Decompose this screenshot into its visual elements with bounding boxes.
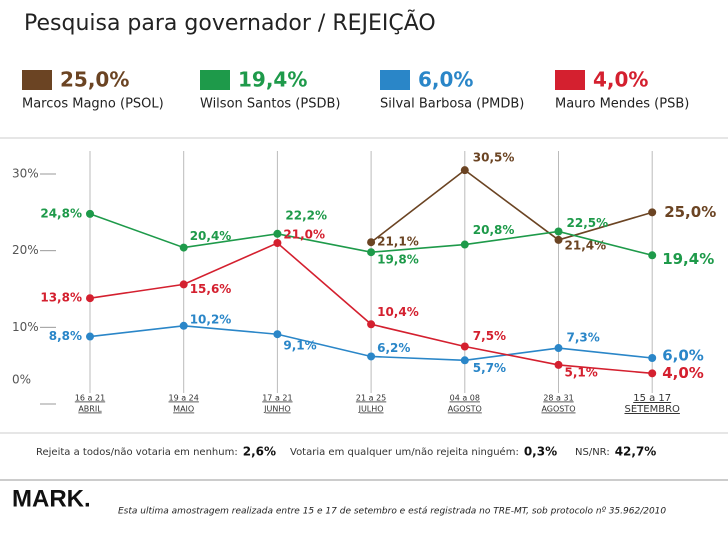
legend-entry: Marcos Magno (PSOL) bbox=[22, 97, 164, 112]
x-tick-label: JUNHO bbox=[263, 405, 291, 414]
legend-value: 25,0% bbox=[60, 68, 129, 92]
footer-value: 2,6% bbox=[243, 445, 276, 459]
data-label: 20,8% bbox=[473, 223, 515, 237]
point bbox=[648, 251, 657, 260]
legend-entry: Wilson Santos (PSDB) bbox=[200, 97, 340, 112]
data-label: 15,6% bbox=[190, 282, 232, 296]
y-tick-label: 30% bbox=[12, 167, 39, 181]
logo: MARK. bbox=[12, 485, 91, 512]
point bbox=[367, 248, 376, 257]
legend-swatch bbox=[380, 70, 410, 90]
data-label: 19,8% bbox=[377, 253, 419, 267]
x-tick-label: 28 a 31 bbox=[543, 394, 573, 403]
data-label: 20,4% bbox=[190, 229, 232, 243]
footer-label: Rejeita a todos/não votaria em nenhum: bbox=[36, 447, 238, 458]
point bbox=[648, 369, 657, 378]
legend-swatch bbox=[200, 70, 230, 90]
x-tick-label: MAIO bbox=[173, 405, 194, 414]
data-label: 30,5% bbox=[473, 151, 515, 165]
x-tick-label: 19 a 24 bbox=[169, 394, 199, 403]
point bbox=[86, 294, 94, 303]
point bbox=[367, 320, 376, 329]
y-tick-label: 20% bbox=[12, 243, 39, 257]
point bbox=[273, 239, 282, 247]
data-label: 21,4% bbox=[565, 238, 607, 252]
data-label: 5,1% bbox=[565, 365, 598, 379]
data-label: 6,2% bbox=[377, 341, 410, 355]
footnote: Esta ultima amostragem realizada entre 1… bbox=[118, 507, 666, 517]
point bbox=[86, 209, 94, 218]
point bbox=[554, 344, 563, 353]
data-label: 19,4% bbox=[662, 250, 714, 268]
legend-entry: Silval Barbosa (PMDB) bbox=[380, 97, 524, 112]
data-label: 6,0% bbox=[662, 347, 704, 365]
data-label: 4,0% bbox=[662, 364, 704, 382]
legend-value: 6,0% bbox=[418, 68, 473, 92]
data-label: 21,0% bbox=[283, 228, 325, 242]
series-line bbox=[370, 169, 653, 243]
point bbox=[648, 208, 657, 217]
point bbox=[554, 235, 563, 244]
x-tick-label: 15 a 17 bbox=[633, 393, 671, 404]
point bbox=[367, 352, 376, 361]
point bbox=[460, 166, 469, 175]
footer-label: NS/NR: bbox=[575, 447, 610, 458]
point bbox=[273, 229, 282, 238]
data-label: 21,1% bbox=[377, 235, 419, 249]
data-label: 7,3% bbox=[567, 331, 600, 345]
footer-value: 0,3% bbox=[524, 445, 557, 459]
legend-value: 19,4% bbox=[238, 68, 307, 92]
data-label: 25,0% bbox=[664, 203, 716, 221]
x-tick-label: AGOSTO bbox=[448, 405, 482, 414]
point bbox=[460, 342, 469, 351]
x-tick-label: 16 a 21 bbox=[75, 394, 105, 403]
data-label: 22,2% bbox=[285, 208, 327, 222]
legend-value: 4,0% bbox=[593, 68, 648, 92]
x-tick-label: 21 a 25 bbox=[356, 394, 386, 403]
point bbox=[460, 240, 469, 249]
chart-title: Pesquisa para governador / REJEIÇÃO bbox=[24, 9, 436, 36]
data-label: 9,1% bbox=[283, 339, 316, 353]
data-label: 8,8% bbox=[49, 329, 82, 343]
legend-swatch bbox=[22, 70, 52, 90]
data-label: 5,7% bbox=[473, 361, 506, 375]
legend-swatch bbox=[555, 70, 585, 90]
legend-entry: Mauro Mendes (PSB) bbox=[555, 97, 689, 112]
point bbox=[273, 330, 282, 339]
point bbox=[179, 243, 188, 252]
data-label: 10,4% bbox=[377, 305, 419, 319]
data-label: 10,2% bbox=[190, 312, 232, 326]
y-tick-label: 10% bbox=[12, 320, 39, 334]
data-label: 13,8% bbox=[40, 291, 82, 305]
x-tick-label: 04 a 08 bbox=[450, 394, 480, 403]
data-label: 7,5% bbox=[473, 329, 506, 343]
x-tick-label: 17 a 21 bbox=[262, 394, 292, 403]
data-label: 22,5% bbox=[567, 216, 609, 230]
x-tick-label: SETEMBRO bbox=[624, 404, 680, 415]
data-label: 24,8% bbox=[40, 206, 82, 220]
point bbox=[179, 280, 188, 289]
point bbox=[460, 356, 469, 365]
y-tick-label: 0% bbox=[12, 373, 31, 387]
point bbox=[367, 238, 376, 247]
x-tick-label: JULHO bbox=[358, 405, 384, 414]
point bbox=[179, 321, 188, 330]
x-tick-label: ABRIL bbox=[78, 405, 102, 414]
footer-label: Votaria em qualquer um/não rejeita ningu… bbox=[290, 446, 519, 458]
point bbox=[554, 227, 563, 236]
point bbox=[554, 360, 563, 369]
x-tick-label: AGOSTO bbox=[541, 405, 575, 414]
footer-value: 42,7% bbox=[615, 445, 657, 459]
point bbox=[86, 332, 94, 341]
point bbox=[648, 354, 657, 362]
